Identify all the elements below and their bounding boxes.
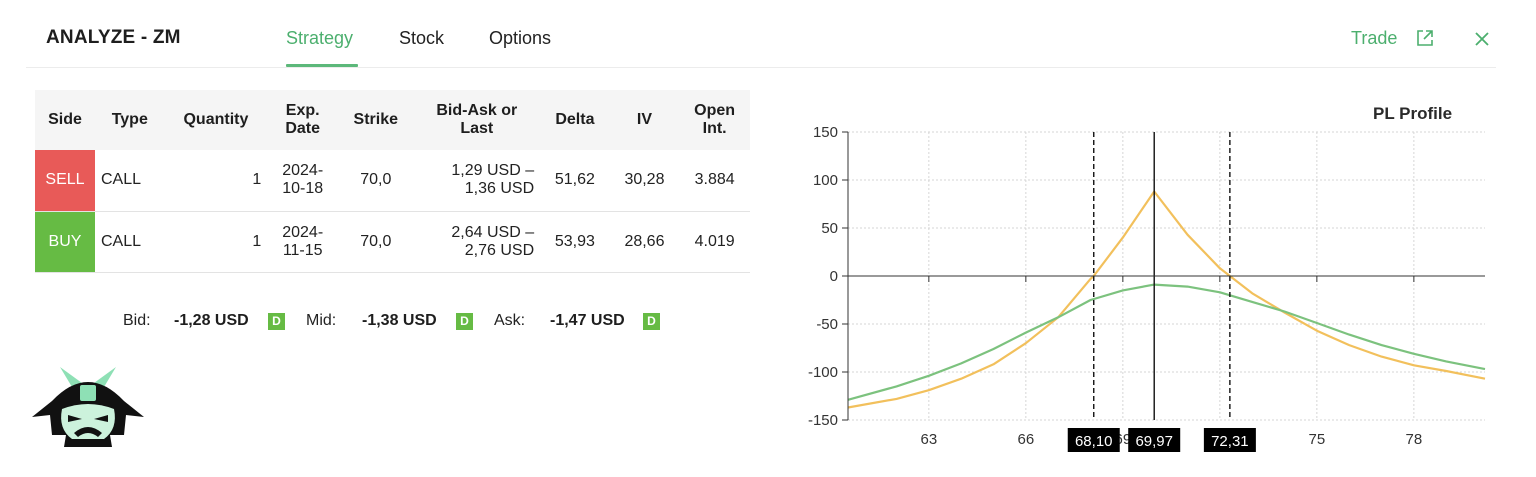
cell-iv: 28,66 [609,211,680,273]
x-tick-label: 63 [920,431,937,448]
cell-quantity: 1 [164,211,268,273]
y-tick-label: 100 [813,172,838,189]
bid-value: -1,28 USD [174,312,249,329]
y-tick-label: -50 [816,316,838,333]
cell-strike: 70,0 [338,150,414,212]
ask-value: -1,47 USD [550,312,625,329]
mid-d-badge[interactable]: D [456,313,473,330]
col-strike: Strike [338,90,414,150]
external-link-icon[interactable] [1415,28,1435,48]
marker-label-box [1128,428,1181,452]
cell-open-int: 3.884 [679,150,750,212]
y-tick-label: 50 [821,220,838,237]
cell-delta: 53,93 [540,211,610,273]
table-header-row: Side Type Quantity Exp. Date Strike Bid-… [35,90,750,150]
close-icon[interactable] [1472,29,1492,49]
pl-series-line-0 [847,190,1486,409]
cell-bid-ask: 2,64 USD – 2,76 USD [413,211,541,273]
side-badge-sell: SELL [35,150,95,212]
pl-series-line-1 [847,283,1486,401]
strategy-legs-table: Side Type Quantity Exp. Date Strike Bid-… [35,90,750,273]
cell-delta: 51,62 [540,150,610,212]
bid-label: Bid: [123,312,151,329]
mid-value: -1,38 USD [362,312,437,329]
cell-type: CALL [95,211,165,273]
table-row: SELL CALL 1 2024- 10-18 70,0 1,29 USD – … [35,150,750,212]
trade-link[interactable]: Trade [1351,28,1398,48]
ask-d-badge[interactable]: D [643,313,660,330]
header-divider [26,67,1496,68]
marker-label: 68,10 [1075,433,1113,450]
marker-label-box [1203,428,1256,452]
active-tab-indicator [286,64,358,67]
pl-profile-chart: 636669727578150100500-50-100-150 68,1069… [808,124,1486,452]
y-tick-label: -150 [808,412,838,429]
y-tick-label: 0 [830,268,838,285]
marker-label-box [1067,428,1120,452]
col-iv: IV [609,90,680,150]
cell-quantity: 1 [164,150,268,212]
marker-label: 69,97 [1135,433,1173,450]
mid-label: Mid: [306,312,337,329]
tab-stock[interactable]: Stock [399,28,445,48]
chart-title: PL Profile [1373,104,1453,123]
cell-type: CALL [95,150,165,212]
x-tick-label: 75 [1309,431,1326,448]
table-row: BUY CALL 1 2024- 11-15 70,0 2,64 USD – 2… [35,211,750,273]
cell-strike: 70,0 [338,211,414,273]
y-tick-label: -100 [808,364,838,381]
x-tick-label: 66 [1017,431,1034,448]
col-quantity: Quantity [164,90,268,150]
ask-label: Ask: [494,312,526,329]
page-title: ANALYZE - ZM [46,27,181,48]
x-tick-label: 78 [1406,431,1423,448]
marker-label: 72,31 [1211,433,1249,450]
cell-iv: 30,28 [609,150,680,212]
col-open-int: Open Int. [679,90,750,150]
y-tick-label: 150 [813,124,838,141]
cell-exp-date: 2024- 11-15 [267,211,339,273]
col-bid-ask: Bid-Ask or Last [413,90,541,150]
tab-options[interactable]: Options [489,28,552,48]
side-badge-buy: BUY [35,211,95,273]
col-side: Side [35,90,95,150]
col-delta: Delta [540,90,610,150]
bid-d-badge[interactable]: D [268,313,285,330]
samurai-logo-icon [32,367,144,447]
cell-exp-date: 2024- 10-18 [267,150,339,212]
col-exp-date: Exp. Date [267,90,339,150]
col-type: Type [95,90,165,150]
tab-strategy[interactable]: Strategy [286,28,354,48]
header-bar: ANALYZE - ZM Strategy Stock Options Trad… [0,0,1536,68]
cell-open-int: 4.019 [679,211,750,273]
cell-bid-ask: 1,29 USD – 1,36 USD [413,150,541,212]
